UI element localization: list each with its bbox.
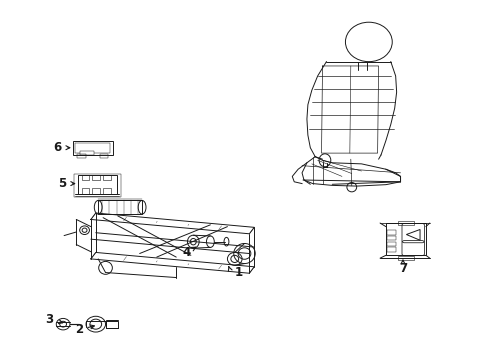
Bar xyxy=(386,230,395,234)
Text: 7: 7 xyxy=(398,262,406,275)
Text: 1: 1 xyxy=(234,266,243,279)
Bar xyxy=(105,320,118,328)
Bar xyxy=(78,175,117,194)
Bar xyxy=(74,174,121,197)
Bar xyxy=(98,201,142,214)
Bar xyxy=(81,175,89,180)
Bar xyxy=(386,242,395,246)
Bar xyxy=(81,188,89,194)
Bar xyxy=(75,143,110,153)
Text: 2: 2 xyxy=(76,323,83,336)
Text: 6: 6 xyxy=(53,141,61,154)
Bar xyxy=(100,154,108,158)
Text: 5: 5 xyxy=(58,177,66,190)
Bar xyxy=(77,154,85,158)
Bar xyxy=(386,247,395,252)
Bar xyxy=(103,188,111,194)
Bar xyxy=(385,223,425,255)
Bar xyxy=(103,175,111,180)
Text: 3: 3 xyxy=(45,313,53,327)
Bar xyxy=(397,256,413,260)
Text: 4: 4 xyxy=(183,246,191,259)
Bar xyxy=(73,141,113,155)
Bar xyxy=(397,221,413,225)
Bar xyxy=(386,236,395,240)
Bar xyxy=(92,188,100,194)
Bar xyxy=(92,175,100,180)
Bar xyxy=(80,150,94,155)
